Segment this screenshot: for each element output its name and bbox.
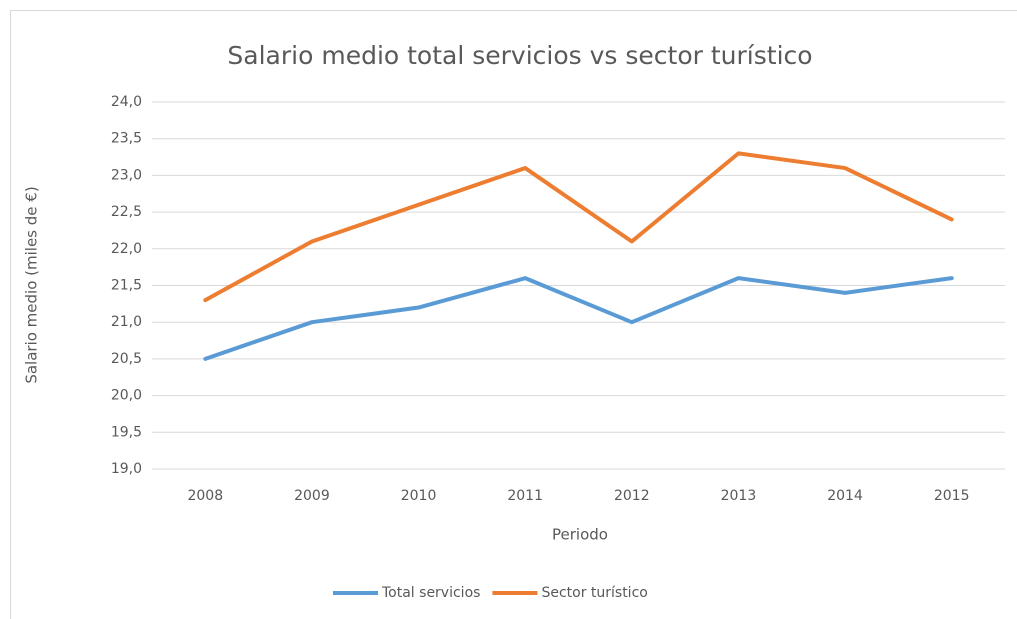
x-tick-label: 2013 xyxy=(721,488,757,504)
y-tick-label: 21,0 xyxy=(111,314,142,330)
chart-title: Salario medio total servicios vs sector … xyxy=(227,41,812,70)
y-tick-label: 23,5 xyxy=(111,131,142,147)
x-tick-label: 2015 xyxy=(934,488,970,504)
x-tick-label: 2012 xyxy=(614,488,650,504)
chart-border xyxy=(10,10,1017,619)
y-tick-label: 21,5 xyxy=(111,278,142,294)
line-series xyxy=(203,151,954,303)
y-tick-label: 22,5 xyxy=(111,204,142,220)
legend-label: Sector turístico xyxy=(541,585,647,601)
y-tick-label: 20,5 xyxy=(111,351,142,367)
x-tick-label: 2011 xyxy=(507,488,543,504)
x-tick-label: 2010 xyxy=(401,488,437,504)
y-axis-label: Salario medio (miles de €) xyxy=(23,186,41,383)
y-tick-label: 19,5 xyxy=(111,424,142,440)
legend-label: Total servicios xyxy=(381,585,480,601)
y-tick-label: 20,0 xyxy=(111,388,142,404)
y-tick-label: 24,0 xyxy=(111,94,142,110)
x-tick-label: 2014 xyxy=(827,488,863,504)
line-series xyxy=(203,276,954,361)
y-tick-label: 22,0 xyxy=(111,241,142,257)
x-axis-label: Periodo xyxy=(552,526,608,544)
y-tick-label: 19,0 xyxy=(111,461,142,477)
x-tick-label: 2009 xyxy=(294,488,330,504)
x-tick-label: 2008 xyxy=(187,488,223,504)
y-tick-label: 23,0 xyxy=(111,167,142,183)
